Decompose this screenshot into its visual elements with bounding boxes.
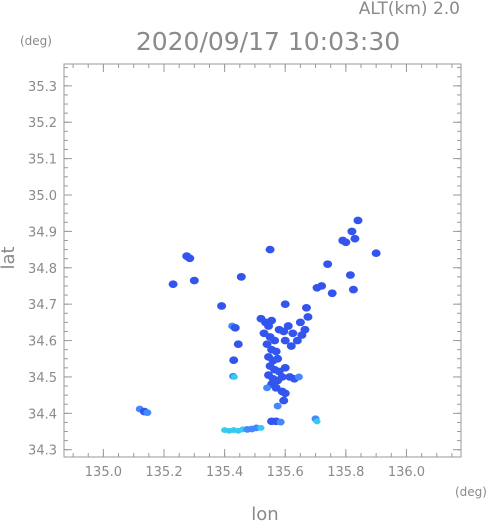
radar-echo xyxy=(233,340,243,349)
radar-echo xyxy=(229,356,239,365)
plot-frame xyxy=(63,63,462,458)
radar-echo xyxy=(303,313,313,321)
radar-echo xyxy=(189,276,199,285)
x-tick-label: 135.2 xyxy=(145,465,182,480)
chart-title-timestamp: 2020/09/17 10:03:30 xyxy=(136,27,400,56)
y-tick-label: 35.2 xyxy=(28,116,57,131)
radar-echo xyxy=(279,396,289,405)
y-tick-label: 34.3 xyxy=(28,444,57,459)
x-tick-label: 135.4 xyxy=(206,465,243,480)
radar-echo xyxy=(270,336,280,345)
radar-echo xyxy=(280,336,290,345)
radar-echo xyxy=(236,273,246,281)
radar-echo xyxy=(265,245,275,254)
radar-echo xyxy=(230,373,238,380)
x-tick-label: 136.0 xyxy=(388,465,425,480)
radar-echo xyxy=(230,323,240,332)
x-tick-label: 135.6 xyxy=(267,465,304,480)
radar-echo xyxy=(283,322,293,330)
radar-echo xyxy=(294,373,303,381)
altitude-label: ALT(km) 2.0 xyxy=(359,0,460,19)
x-tick-label: 135.8 xyxy=(327,465,364,480)
radar-echo xyxy=(288,329,298,338)
y-tick-label: 34.7 xyxy=(28,298,57,313)
radar-echo xyxy=(350,234,360,243)
y-tick-label: 34.9 xyxy=(28,225,57,240)
y-tick-label: 34.6 xyxy=(28,335,57,350)
radar-echo xyxy=(273,402,282,410)
radar-echo xyxy=(313,418,321,425)
radar-echo xyxy=(280,389,290,398)
y-tick-label: 35.3 xyxy=(28,80,57,95)
x-tick-label: 135.0 xyxy=(85,465,122,480)
radar-echo xyxy=(267,316,277,325)
radar-echo xyxy=(217,302,227,310)
radar-echo xyxy=(301,303,311,312)
y-tick-label: 34.5 xyxy=(28,371,57,386)
radar-echo xyxy=(279,327,289,336)
y-tick-label: 35.0 xyxy=(28,189,57,204)
radar-echo xyxy=(277,373,287,381)
radar-echo xyxy=(292,336,302,345)
radar-echo xyxy=(276,418,285,426)
radar-echo xyxy=(271,347,281,356)
radar-echo xyxy=(262,340,272,349)
radar-echo xyxy=(312,283,322,292)
radar-echo xyxy=(143,409,152,417)
x-axis-label: lon xyxy=(251,504,278,521)
radar-echo xyxy=(348,285,358,294)
radar-echo xyxy=(263,384,272,392)
radar-echo xyxy=(267,417,277,426)
radar-echo xyxy=(323,260,333,268)
y-axis-unit: (deg) xyxy=(20,34,52,48)
radar-echo xyxy=(257,424,265,431)
radar-echo xyxy=(295,318,305,327)
radar-echo xyxy=(273,354,283,363)
radar-echo xyxy=(341,238,351,247)
y-axis-label: lat xyxy=(0,246,19,269)
radar-echo xyxy=(297,331,307,339)
tick-labels: 135.0 135.2 135.4 135.6 135.8 136.0 34.3 34.4 34… xyxy=(28,80,425,480)
radar-echo xyxy=(353,216,363,225)
radar-echo xyxy=(280,300,290,308)
radar-echo xyxy=(286,342,296,350)
radar-echo xyxy=(347,227,357,236)
radar-echo-layer xyxy=(135,216,381,434)
radar-echo xyxy=(280,364,290,372)
radar-echo xyxy=(168,280,178,288)
y-tick-label: 35.1 xyxy=(28,153,57,168)
radar-echo xyxy=(345,271,355,279)
radar-echo xyxy=(185,254,195,263)
radar-echo xyxy=(371,249,381,258)
axis-ticks xyxy=(64,64,461,457)
y-tick-label: 34.4 xyxy=(28,407,57,422)
y-tick-label: 34.8 xyxy=(28,262,57,277)
radar-echo xyxy=(327,289,337,298)
x-axis-unit: (deg) xyxy=(455,485,487,499)
